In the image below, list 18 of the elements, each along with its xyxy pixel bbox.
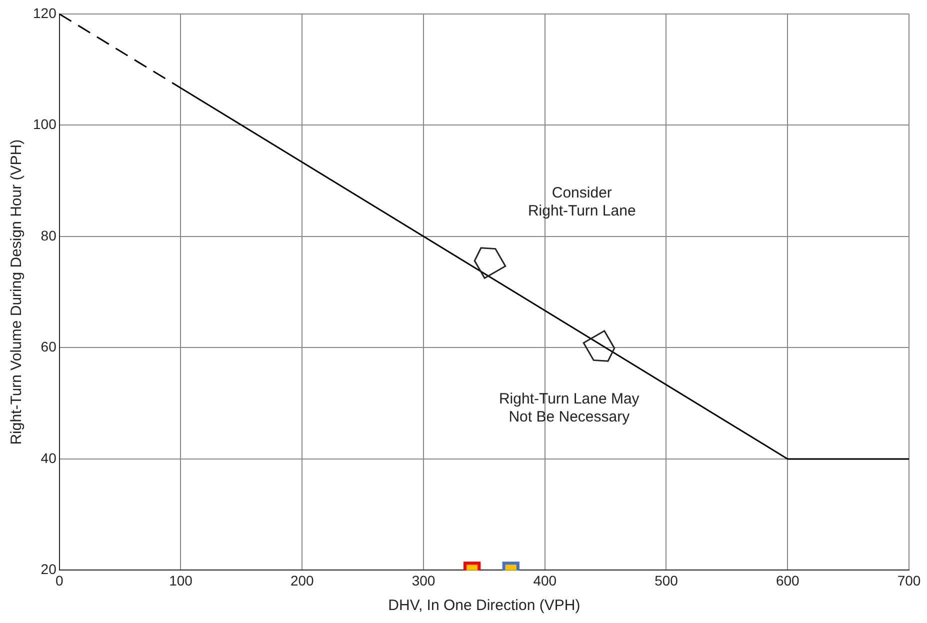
y-tick-label: 40 xyxy=(40,450,57,466)
annotation: Right-Turn Lane May Not Be Necessary xyxy=(498,390,640,426)
x-tick-label: 200 xyxy=(290,572,314,588)
x-tick-label: 300 xyxy=(412,572,436,588)
y-tick-label: 20 xyxy=(40,561,57,578)
x-axis-title: DHV, In One Direction (VPH) xyxy=(388,597,580,614)
y-tick-label: 60 xyxy=(40,338,57,355)
y-axis-title: Right-Turn Volume During Design Hour (VPH) xyxy=(8,139,26,445)
x-tick-label: 400 xyxy=(533,572,557,588)
x-tick-label: 500 xyxy=(654,572,678,588)
y-tick-label: 80 xyxy=(40,227,57,244)
x-tick-label: 600 xyxy=(776,572,800,588)
x-tick-label: 100 xyxy=(169,572,193,588)
y-tick-label: 100 xyxy=(33,116,57,132)
annotation: Consider Right-Turn Lane xyxy=(528,184,636,220)
y-tick-label: 120 xyxy=(33,4,57,21)
x-tick-label: 700 xyxy=(897,572,921,588)
x-tick-label: 0 xyxy=(55,572,64,588)
